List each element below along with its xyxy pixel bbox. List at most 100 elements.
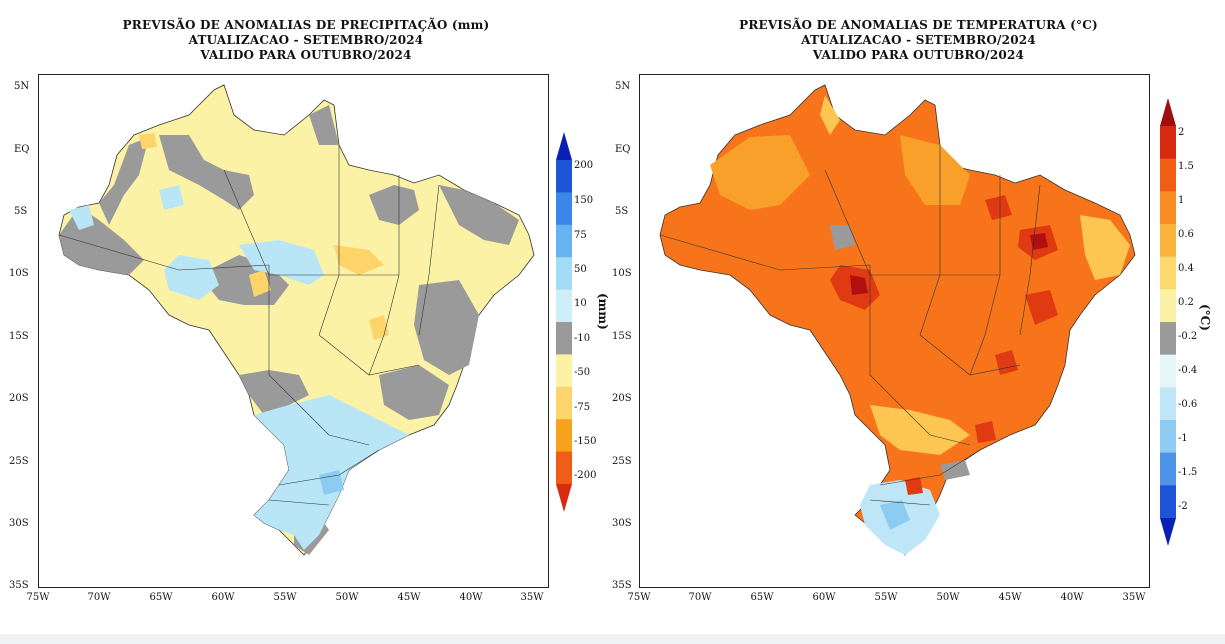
lat-label: 25S [9,456,29,467]
lon-label: 70W [688,592,712,603]
lat-label: 10S [612,268,632,279]
lon-label: 75W [26,592,50,603]
temp-colorbar-segment [1160,354,1176,388]
lat-label: 20S [9,393,29,404]
lon-label: 50W [936,592,960,603]
lat-label: 30S [9,518,29,529]
precip-legend-label: -200 [574,470,597,481]
temp-legend-label: 1.5 [1178,161,1194,172]
precip-colorbar-segment [556,322,572,355]
lon-label: 55W [874,592,898,603]
precip-legend-label: -10 [574,333,591,344]
temp-legend-label: 1 [1178,195,1185,206]
lat-label: EQ [14,144,30,155]
temp-colorbar [1160,98,1176,546]
temp-colorbar-segment [1160,224,1176,258]
temp-colorbar-segment [1160,191,1176,225]
temp-legend-label: -2 [1178,501,1188,512]
lat-label: 20S [612,393,632,404]
precip-title: PREVISÃO DE ANOMALIAS DE PRECIPITAÇÃO (m… [122,18,490,32]
temp-title: PREVISÃO DE ANOMALIAS DE TEMPERATURA (°C… [739,18,1098,32]
precip-legend-label: 50 [574,264,587,275]
temp-legend-label: 0.4 [1178,263,1194,274]
precip-legend-label: -50 [574,367,591,378]
temp-update-line: ATUALIZACAO - SETEMBRO/2024 [801,33,1036,47]
lon-label: 60W [812,592,836,603]
precip-valid-line: VALIDO PARA OUTUBRO/2024 [200,48,412,62]
precip-colorbar-segment [556,451,572,485]
lon-label: 70W [87,592,111,603]
lon-label: 75W [627,592,651,603]
temp-legend-label: -1 [1178,433,1188,444]
precip-colorbar [556,132,572,512]
temp-map [639,74,1150,588]
temp-colorbar-segment [1160,518,1176,546]
temp-colorbar-segment [1160,420,1176,454]
precip-colorbar-segment [556,192,572,226]
lon-label: 65W [149,592,173,603]
lat-label: 5N [14,81,30,92]
lat-label: 5N [615,81,631,92]
lon-label: 40W [1060,592,1084,603]
lon-label: 60W [211,592,235,603]
precip-colorbar-segment [556,386,572,420]
lat-label: 25S [612,456,632,467]
temp-colorbar-segment [1160,322,1176,356]
precip-legend-label: -150 [574,436,597,447]
precip-legend-label: 150 [574,195,594,206]
lat-label: 35S [9,580,29,591]
lat-label: 15S [9,331,29,342]
lat-label: 35S [612,580,632,591]
lat-label: 30S [612,518,632,529]
temp-colorbar-segment [1160,289,1176,323]
temp-legend-label: -0.4 [1178,365,1198,376]
temp-colorbar-segment [1160,126,1176,160]
lat-label: 5S [14,206,28,217]
temp-colorbar-segment [1160,256,1176,290]
precip-colorbar-segment [556,354,572,388]
precip-colorbar-segment [556,160,572,193]
temp-colorbar-segment [1160,98,1176,126]
lon-label: 40W [459,592,483,603]
precip-map [38,74,549,588]
temp-panel: PREVISÃO DE ANOMALIAS DE TEMPERATURA (°C… [612,0,1225,644]
temp-legend-label: 0.6 [1178,229,1194,240]
precip-colorbar-segment [556,132,572,160]
precip-colorbar-segment [556,484,572,512]
temp-title-block: PREVISÃO DE ANOMALIAS DE TEMPERATURA (°C… [612,18,1225,63]
temp-legend-label: -0.6 [1178,399,1198,410]
temp-legend-label: -1.5 [1178,467,1198,478]
temp-unit-label: (°C) [1198,304,1212,331]
precip-update-line: ATUALIZACAO - SETEMBRO/2024 [188,33,424,47]
precip-colorbar-segment [556,289,572,323]
precip-legend-label: -75 [574,402,591,413]
lon-label: 35W [520,592,544,603]
precip-colorbar-segment [556,419,572,453]
lon-label: 45W [397,592,421,603]
temp-legend-label: -0.2 [1178,331,1198,342]
precip-title-block: PREVISÃO DE ANOMALIAS DE PRECIPITAÇÃO (m… [0,18,612,63]
temp-legend-label: 0.2 [1178,297,1194,308]
precip-colorbar-segment [556,257,572,291]
precip-legend-label: 200 [574,160,594,171]
lat-label: EQ [615,144,631,155]
precip-legend-label: 10 [574,298,587,309]
precip-panel: PREVISÃO DE ANOMALIAS DE PRECIPITAÇÃO (m… [0,0,612,644]
precip-legend-label: 75 [574,230,587,241]
temp-colorbar-segment [1160,387,1176,421]
temp-legend-label: 2 [1178,127,1185,138]
temp-valid-line: VALIDO PARA OUTUBRO/2024 [812,48,1025,62]
lon-label: 65W [750,592,774,603]
lon-label: 35W [1122,592,1146,603]
lon-label: 50W [335,592,359,603]
precip-colorbar-segment [556,224,572,258]
precip-unit-label: (mm) [596,293,610,330]
lon-label: 55W [273,592,297,603]
temp-colorbar-segment [1160,452,1176,486]
temp-colorbar-segment [1160,158,1176,192]
lat-label: 5S [615,206,629,217]
bottom-strip [0,634,1225,644]
temp-colorbar-segment [1160,485,1176,519]
lon-label: 45W [998,592,1022,603]
lat-label: 10S [9,268,29,279]
